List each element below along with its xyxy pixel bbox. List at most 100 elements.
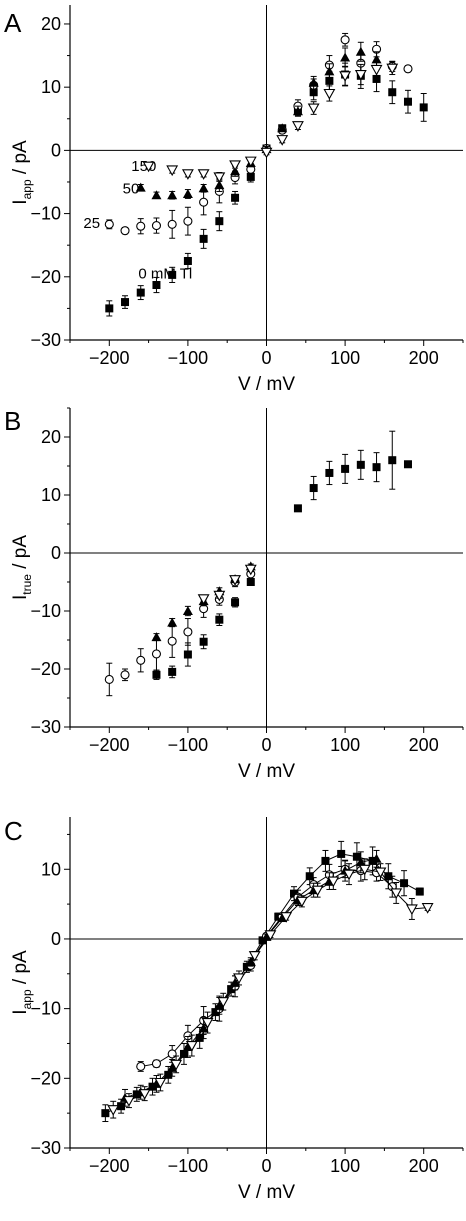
data-point-triangle-down: [233, 973, 245, 985]
data-point-circle: [167, 636, 177, 646]
data-point-square: [195, 1033, 204, 1042]
x-tick-label: 200: [409, 348, 439, 368]
panel-label: B: [4, 406, 21, 436]
data-point-circle: [136, 655, 146, 665]
data-point-triangle-down: [370, 64, 383, 76]
data-point-square: [101, 1109, 110, 1118]
data-point-triangle-down: [197, 594, 210, 605]
y-axis-title-symbol: I: [10, 199, 31, 204]
y-axis-title-unit: / pA: [10, 950, 31, 989]
data-point-triangle-down: [307, 103, 320, 115]
series-triangle-down: [142, 59, 399, 184]
data-point-triangle-down: [260, 147, 273, 159]
data-point-triangle-down: [201, 1018, 214, 1029]
data-point-circle: [167, 1049, 177, 1059]
data-point-triangle-up: [355, 46, 366, 56]
data-point-triangle-down: [339, 71, 352, 82]
series-annotation: 150: [131, 158, 156, 175]
y-tick-label: −20: [30, 1068, 61, 1088]
panel-label: C: [4, 816, 23, 846]
data-point-circle: [403, 64, 413, 74]
data-point-circle: [167, 219, 177, 229]
data-point-square: [152, 281, 161, 290]
data-point-triangle-up: [198, 183, 209, 193]
x-tick-label: −100: [168, 1156, 209, 1176]
data-point-square: [309, 88, 318, 97]
y-axis-title-unit: / pA: [10, 535, 31, 574]
x-axis-title: V / mV: [238, 761, 295, 782]
data-point-circle: [151, 1059, 162, 1069]
data-point-triangle-up: [340, 52, 351, 62]
series-triangle-up: [120, 849, 382, 1107]
y-tick-label: 0: [51, 140, 61, 160]
data-point-circle: [183, 627, 193, 637]
series-triangle-down: [107, 858, 434, 1119]
series-annotation: 0 mM Tl: [138, 266, 192, 283]
data-point-square: [168, 667, 177, 676]
data-point-circle: [136, 221, 146, 231]
x-tick-label: 0: [261, 348, 271, 368]
data-point-triangle-down: [107, 1105, 120, 1116]
data-point-triangle-down: [280, 912, 293, 923]
x-tick-label: −200: [89, 1156, 130, 1176]
data-point-triangle-down: [229, 160, 241, 172]
data-point-square: [215, 615, 224, 624]
x-axis-title: V / mV: [238, 374, 295, 395]
data-point-triangle-down: [170, 1059, 183, 1071]
data-point-triangle-down: [421, 903, 434, 914]
y-tick-label: 20: [41, 427, 61, 447]
x-tick-label: −100: [168, 735, 209, 755]
data-point-triangle-down: [390, 888, 403, 900]
data-point-triangle-down: [358, 864, 371, 876]
x-tick-label: 200: [409, 1156, 439, 1176]
data-point-circle: [183, 216, 193, 226]
series-line: [105, 853, 421, 1114]
series-square: [152, 430, 412, 680]
data-point-triangle-up: [135, 182, 146, 192]
data-point-square: [372, 463, 381, 472]
data-point-square: [168, 270, 177, 279]
data-point-triangle-down: [323, 88, 336, 100]
data-point-triangle-up: [182, 188, 193, 198]
y-axis-title-subscript: app: [20, 989, 34, 1009]
data-point-square: [183, 650, 192, 659]
data-point-triangle-down: [229, 575, 241, 586]
data-point-circle: [120, 670, 130, 680]
data-point-triangle-up: [371, 54, 382, 64]
data-point-square: [388, 88, 397, 97]
data-point-square: [290, 889, 299, 898]
data-point-triangle-up: [167, 190, 178, 200]
data-point-triangle-up: [151, 190, 162, 200]
data-point-square: [352, 852, 361, 861]
y-tick-label: 10: [41, 77, 61, 97]
data-point-triangle-down: [217, 997, 230, 1008]
y-tick-label: −10: [30, 999, 61, 1019]
data-point-triangle-down: [374, 867, 387, 879]
data-point-circle: [120, 226, 130, 236]
y-axis-title: Iapp / pA: [10, 140, 34, 205]
data-point-square: [231, 193, 240, 202]
data-point-square: [121, 298, 130, 307]
data-point-triangle-up: [167, 1062, 178, 1072]
data-point-triangle-down: [213, 172, 226, 184]
y-axis-title-unit: / pA: [10, 140, 31, 179]
series-circle: [104, 569, 256, 697]
data-point-square: [325, 468, 334, 477]
y-axis-title-subscript: true: [20, 574, 34, 595]
data-point-square: [117, 1102, 126, 1111]
data-point-triangle-down: [166, 165, 179, 177]
data-point-circle: [151, 649, 162, 659]
x-tick-label: 200: [409, 735, 439, 755]
data-point-triangle-up: [214, 1000, 225, 1010]
data-point-triangle-down: [264, 930, 277, 941]
x-tick-label: −100: [168, 348, 209, 368]
panel-label: A: [4, 8, 22, 38]
data-point-square: [403, 97, 412, 106]
y-tick-label: −10: [30, 601, 61, 621]
data-point-triangle-down: [276, 135, 289, 146]
data-point-square: [305, 872, 314, 881]
data-point-triangle-down: [405, 904, 418, 916]
data-point-triangle-up: [277, 123, 288, 133]
data-point-triangle-down: [185, 1041, 198, 1052]
series-circle: [104, 32, 413, 239]
